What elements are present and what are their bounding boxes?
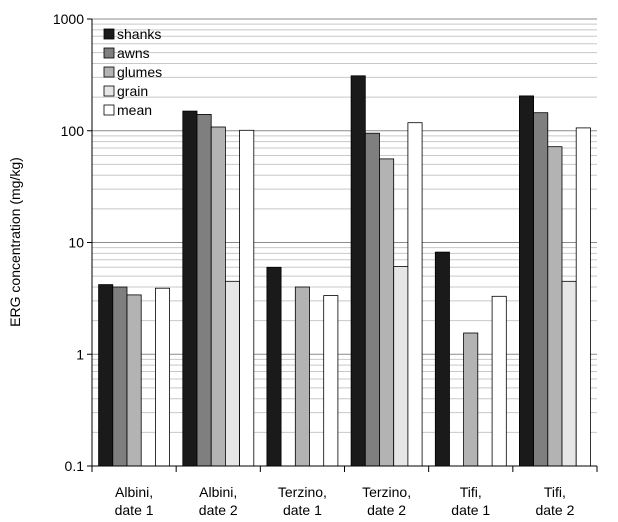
bar-mean — [239, 129, 255, 467]
legend-label-mean: mean — [117, 102, 152, 118]
legend-swatch-shanks — [103, 28, 115, 40]
bar-mean — [154, 287, 170, 467]
bar-shanks — [350, 75, 366, 467]
x-tick-label: date 2 — [367, 502, 406, 518]
bar-mean — [491, 295, 507, 467]
y-tick-label: 1000 — [53, 11, 84, 27]
bars — [98, 75, 591, 467]
legend: shanks awns glumes grain mean — [103, 26, 162, 118]
legend-swatch-glumes — [103, 66, 115, 78]
x-tick-label: Tifi, — [460, 484, 482, 500]
bar-awns — [196, 114, 212, 467]
bar-mean — [575, 127, 591, 467]
bar-shanks — [434, 251, 450, 467]
x-tick-label: date 2 — [199, 502, 238, 518]
bar-awns — [533, 112, 549, 467]
bar-shanks — [266, 266, 282, 467]
bar-glumes — [126, 294, 142, 467]
y-tick-label: 1 — [76, 346, 84, 362]
x-labels: Albini, date 1 Albini, date 2 Terzino, date 1… — [115, 484, 575, 518]
bar-glumes — [210, 126, 226, 467]
legend-label-awns: awns — [117, 45, 150, 61]
bar-awns — [364, 132, 380, 467]
legend-label-glumes: glumes — [117, 64, 162, 80]
legend-swatch-mean — [103, 104, 115, 116]
bar-shanks — [98, 284, 114, 467]
legend-swatch-awns — [103, 47, 115, 59]
bar-grain — [393, 266, 409, 467]
legend-label-grain: grain — [117, 83, 148, 99]
y-axis-title: ERG concentration (mg/kg) — [7, 157, 23, 327]
grid — [92, 18, 597, 467]
bar-glumes — [379, 158, 395, 467]
x-tick-label: Albini, — [199, 484, 237, 500]
y-tick-label: 10 — [68, 235, 84, 251]
x-tick-label: Tifi, — [544, 484, 566, 500]
bar-glumes — [547, 146, 563, 467]
bar-shanks — [519, 95, 535, 467]
y-ticks: 0.1 1 10 100 1000 — [53, 11, 92, 474]
x-tick-label: Terzino, — [362, 484, 411, 500]
legend-label-shanks: shanks — [117, 26, 161, 42]
y-tick-label: 100 — [61, 123, 85, 139]
bar-glumes — [294, 286, 310, 467]
bar-grain — [224, 280, 240, 467]
bar-glumes — [463, 332, 479, 467]
x-tick-label: Terzino, — [278, 484, 327, 500]
x-tick-label: date 2 — [535, 502, 574, 518]
y-tick-label: 0.1 — [65, 458, 85, 474]
x-tick-label: date 1 — [283, 502, 322, 518]
x-tick-label: Albini, — [115, 484, 153, 500]
x-tick-label: date 1 — [115, 502, 154, 518]
bar-awns — [112, 286, 128, 467]
bar-shanks — [182, 110, 198, 467]
bar-mean — [407, 122, 423, 467]
legend-swatch-grain — [103, 85, 115, 97]
bar-mean — [323, 295, 339, 467]
bar-grain — [561, 280, 577, 467]
x-tick-label: date 1 — [451, 502, 490, 518]
